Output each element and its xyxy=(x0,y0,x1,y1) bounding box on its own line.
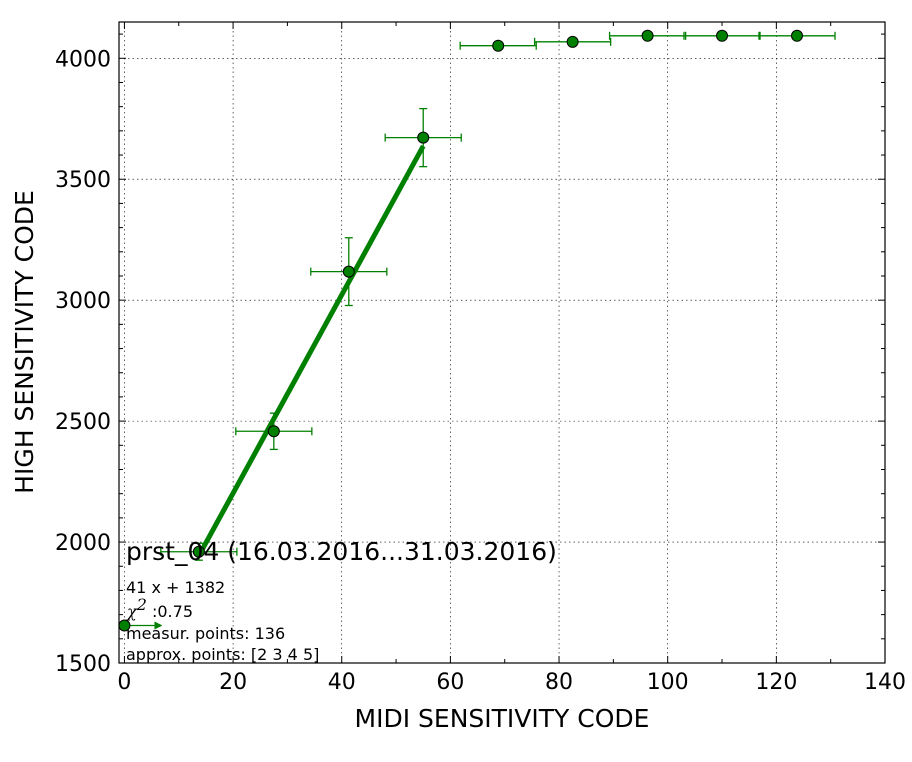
x-tick-label: 20 xyxy=(219,670,247,695)
x-error-arrow xyxy=(154,621,163,630)
x-tick-label: 0 xyxy=(117,670,131,695)
y-tick-label: 2000 xyxy=(55,531,111,556)
axis-ticks xyxy=(119,22,886,664)
data-point xyxy=(267,425,280,438)
x-tick-label: 140 xyxy=(864,670,906,695)
y-tick-label: 3500 xyxy=(55,168,111,193)
chi-symbol: χ xyxy=(126,602,138,621)
x-tick-label: 60 xyxy=(436,670,464,695)
fit-equation: 41 x + 1382 xyxy=(126,578,225,597)
y-tick-label: 1500 xyxy=(55,652,111,677)
data-point xyxy=(790,29,803,42)
x-tick-label: 120 xyxy=(755,670,797,695)
tick-labels: 0 20 40 60 80 100 120 140 1500 2000 2500 3000 3500 40… xyxy=(55,47,906,695)
y-tick-label: 3000 xyxy=(55,289,111,314)
x-tick-label: 100 xyxy=(647,670,689,695)
x-tick-label: 80 xyxy=(545,670,573,695)
x-axis-label: MIDI SENSITIVITY CODE xyxy=(355,704,650,733)
data-point xyxy=(566,35,579,48)
chi-superscript: 2 xyxy=(136,595,147,614)
chi-value: :0.75 xyxy=(147,602,193,621)
data-point xyxy=(342,265,355,278)
measur-points-label: measur. points: 136 xyxy=(126,624,285,643)
data-point xyxy=(192,545,205,558)
data-point xyxy=(641,29,654,42)
points-layer xyxy=(118,29,803,632)
fit-line xyxy=(196,144,426,557)
y-tick-label: 4000 xyxy=(55,47,111,72)
x-tick-label: 40 xyxy=(328,670,356,695)
data-point xyxy=(417,131,430,144)
fit-line-layer xyxy=(196,144,426,557)
chart-title: prst_04 (16.03.2016...31.03.2016) xyxy=(126,537,557,566)
y-tick-label: 2500 xyxy=(55,410,111,435)
data-point xyxy=(492,39,505,52)
data-point xyxy=(716,29,729,42)
plot-frame xyxy=(118,21,886,664)
y-axis-label: HIGH SENSITIVITY CODE xyxy=(10,190,39,494)
approx-points-label: approx. points: [2 3 4 5] xyxy=(126,645,319,664)
chi-square-label: χ2 :0.75 xyxy=(126,595,193,621)
